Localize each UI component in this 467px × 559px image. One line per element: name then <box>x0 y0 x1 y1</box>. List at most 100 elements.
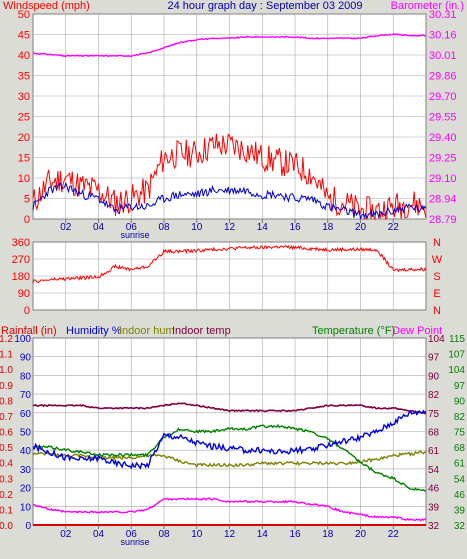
temperature-y-tick: 90 <box>454 396 466 407</box>
x-tick-label-bottom: 08 <box>158 529 170 540</box>
x-tick-label-bottom: 10 <box>191 529 203 540</box>
sunrise-label-bottom: sunrise <box>120 537 149 547</box>
direction-compass-tick: N <box>433 305 441 317</box>
x-tick-label-bottom: 14 <box>257 529 269 540</box>
rainfall-y-tick: 0.9 <box>0 381 13 392</box>
wind-y-tick: 40 <box>18 50 30 62</box>
x-tick-label-top: 20 <box>355 222 367 233</box>
rainfall-y-tick: 1.0 <box>0 365 13 376</box>
rainfall-y-tick: 0.4 <box>0 459 13 470</box>
temperature-y-tick: 61 <box>454 459 466 470</box>
indoor-temp-series <box>32 402 427 415</box>
indoor-temp-y-tick: 97 <box>428 353 440 364</box>
rainfall-y-tick: 0.0 <box>0 521 13 532</box>
temperature-y-tick: 115 <box>449 334 465 345</box>
humidity-series <box>32 409 427 470</box>
wind-y-tick: 5 <box>24 194 30 206</box>
x-tick-label-bottom: 18 <box>322 529 334 540</box>
humidity-y-tick: 10 <box>20 502 32 513</box>
humidity-y-tick: 50 <box>20 428 32 439</box>
humidity-legend: Humidity % <box>66 325 122 337</box>
wind-y-tick: 15 <box>18 153 30 165</box>
chart-title: 24 hour graph day : September 03 2009 <box>167 0 362 12</box>
x-tick-label-bottom: 22 <box>388 529 400 540</box>
wind-y-tick: 0 <box>24 214 30 226</box>
rainfall-y-tick: 0.7 <box>0 412 13 423</box>
barometer-y-tick: 28.79 <box>429 214 457 226</box>
temperature-y-tick: 46 <box>454 490 466 501</box>
wind-y-tick: 45 <box>18 30 30 42</box>
x-tick-label-bottom: 20 <box>355 529 367 540</box>
temperature-y-tick: 97 <box>454 381 466 392</box>
indoor-temp-y-tick: 75 <box>428 409 440 420</box>
temperature-y-tick: 104 <box>448 365 465 376</box>
rainfall-y-tick: 0.2 <box>0 490 13 501</box>
rainfall-y-tick: 0.3 <box>0 474 13 485</box>
barometer-y-tick: 29.55 <box>429 112 457 124</box>
indoor-temp-y-tick: 32 <box>428 521 440 532</box>
x-tick-label-top: 22 <box>388 222 400 233</box>
indoor-temp-y-tick: 82 <box>428 390 440 401</box>
indoor-hum-legend: Indoor hum <box>119 325 175 337</box>
humidity-y-tick: 30 <box>20 465 32 476</box>
dew-point-series <box>32 497 427 522</box>
humidity-y-tick: 90 <box>20 353 32 364</box>
indoor-temp-y-tick: 90 <box>428 371 440 382</box>
x-tick-label-top: 04 <box>93 222 105 233</box>
wind-panel: 0 5 10 15 20 25 30 35 40 45 50 28.79 28.94 29.10 29.25… <box>18 9 457 226</box>
direction-y-tick: 360 <box>12 237 30 249</box>
x-tick-label-bottom: 06 <box>126 529 138 540</box>
barometer-axis-title: Barometer (in.) <box>391 0 464 12</box>
barometer-y-tick: 30.16 <box>429 30 457 42</box>
indoor-temp-y-tick: 54 <box>428 465 440 476</box>
x-tick-label-top: 08 <box>158 222 170 233</box>
humidity-y-tick: 40 <box>20 446 32 457</box>
barometer-y-tick: 29.10 <box>429 173 457 185</box>
x-tick-label-bottom: 04 <box>93 529 105 540</box>
x-tick-label-top: 14 <box>257 222 269 233</box>
rainfall-y-tick: 1.1 <box>0 350 13 361</box>
temperature-y-tick: 54 <box>454 474 466 485</box>
sunrise-label-top: sunrise <box>120 230 149 240</box>
humidity-y-tick: 80 <box>20 371 32 382</box>
indoor-temp-y-tick: 46 <box>428 484 440 495</box>
humidity-y-tick: 20 <box>20 484 32 495</box>
direction-compass-tick: E <box>433 288 440 300</box>
wind-direction-series <box>32 244 427 284</box>
rainfall-y-tick: 0.1 <box>0 505 13 516</box>
temperature-legend: Temperature (°F) <box>312 325 395 337</box>
direction-compass-tick: S <box>433 271 440 283</box>
barometer-series <box>32 33 427 58</box>
wind-y-tick: 35 <box>18 71 30 83</box>
temperature-y-tick: 68 <box>454 443 466 454</box>
x-tick-label-bottom: 12 <box>224 529 236 540</box>
barometer-y-tick: 29.25 <box>429 153 457 165</box>
dew-point-legend: Dew Point <box>392 325 442 337</box>
temperature-y-tick: 32 <box>454 521 466 532</box>
barometer-y-tick: 30.31 <box>429 9 457 21</box>
humidity-y-tick: 70 <box>20 390 32 401</box>
wind-y-tick: 10 <box>18 173 30 185</box>
barometer-y-tick: 29.86 <box>429 71 457 83</box>
wind-y-tick: 30 <box>18 91 30 103</box>
indoor-temp-y-tick: 61 <box>428 446 440 457</box>
windspeed-series <box>32 133 427 221</box>
direction-compass-tick: W <box>432 254 443 266</box>
wind-y-tick: 50 <box>18 9 30 21</box>
x-tick-label-top: 12 <box>224 222 236 233</box>
humidity-y-tick: 100 <box>14 334 31 345</box>
direction-compass-tick: N <box>433 237 441 249</box>
x-tick-label-top: 16 <box>289 222 301 233</box>
x-tick-label-top: 10 <box>191 222 203 233</box>
x-tick-label-bottom: 16 <box>289 529 301 540</box>
rainfall-y-tick: 1.2 <box>0 334 13 345</box>
barometer-y-tick: 28.94 <box>429 194 457 206</box>
indoor-temp-y-tick: 68 <box>428 428 440 439</box>
temperature-y-tick: 39 <box>454 505 466 516</box>
rainfall-legend: Rainfall (in) <box>1 325 57 337</box>
barometer-y-tick: 30.01 <box>429 50 457 62</box>
temperature-y-tick: 82 <box>454 412 466 423</box>
x-tick-label-top: 18 <box>322 222 334 233</box>
